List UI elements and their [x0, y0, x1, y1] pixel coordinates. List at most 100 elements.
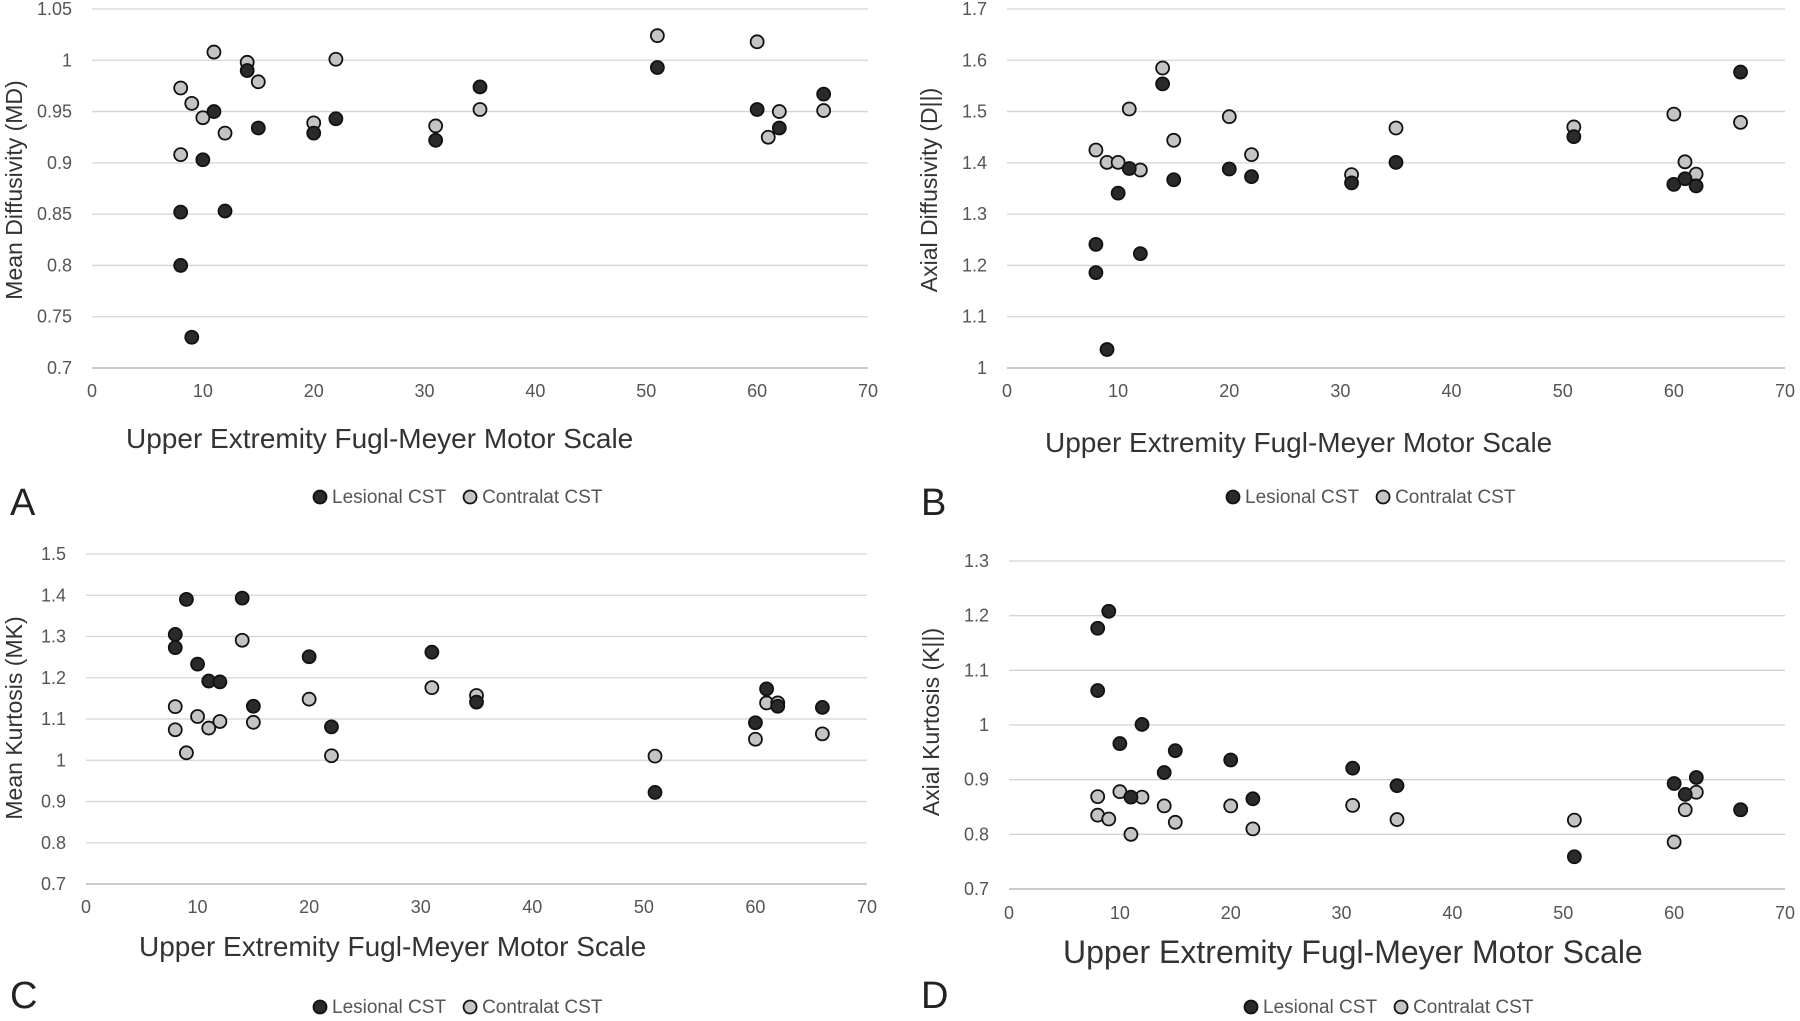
legend: Lesional CST Contralat CST	[1243, 997, 1534, 1018]
y-tick-label: 1.6	[962, 50, 987, 70]
chart-panel-a: 0.7 0.75 0.8 0.85 0.9 0.95 1 1.05 0 10 20 30 40 50 60 7…	[1, 0, 878, 524]
x-tick-label: 20	[299, 897, 319, 917]
contralat-cst-point	[1101, 811, 1117, 827]
lesional-cst-point	[206, 104, 222, 119]
legend-label: Contralat CST	[1395, 487, 1516, 508]
contralat-cst-point	[748, 731, 763, 747]
y-tick-label: 0.8	[964, 824, 989, 844]
x-tick-label: 30	[411, 897, 431, 917]
legend-marker-lesional	[1243, 999, 1259, 1015]
x-axis-label: Upper Extremity Fugl-Meyer Motor Scale	[1063, 934, 1643, 970]
y-tick-label: 1.2	[964, 606, 989, 626]
lesional-cst-point	[1733, 64, 1748, 80]
contralat-cst-point	[328, 51, 344, 67]
y-tick-label: 0.95	[37, 102, 72, 122]
contralat-cst-point	[1666, 834, 1682, 850]
lesional-cst-point	[749, 102, 765, 117]
legend: Lesional CST Contralat CST	[1225, 487, 1516, 508]
y-tick-label: 1.7	[962, 0, 987, 19]
lesional-cst-point	[1112, 736, 1128, 751]
lesional-cst-point	[239, 63, 255, 78]
contralat-cst-point	[1223, 798, 1239, 814]
x-tick-label: 60	[747, 381, 767, 401]
contralat-cst-point	[1666, 106, 1682, 122]
lesional-cst-point	[1099, 342, 1115, 357]
contralat-cst-point	[1221, 109, 1237, 125]
lesional-cst-point	[647, 785, 663, 800]
legend-marker-contralat	[1393, 999, 1409, 1015]
y-tick-label: 1.2	[962, 255, 987, 275]
y-tick-label: 1.5	[962, 102, 987, 122]
panel-letter: D	[921, 975, 948, 1017]
lesional-cst-point	[212, 674, 228, 690]
x-tick-label: 60	[745, 897, 765, 917]
contralat-cst-point	[206, 44, 222, 60]
lesional-cst-point	[328, 111, 344, 127]
x-tick-label: 10	[1110, 903, 1130, 923]
x-tick-label: 40	[1442, 903, 1462, 923]
lesional-cst-point	[1101, 603, 1117, 619]
lesional-cst-point	[167, 640, 183, 656]
contralat-cst-point	[749, 34, 765, 50]
lesional-cst-point	[195, 152, 211, 168]
x-tick-label: 10	[188, 897, 208, 917]
lesional-cst-point	[1088, 265, 1104, 281]
y-tick-label: 1	[56, 750, 66, 770]
contralat-cst-point	[217, 125, 233, 141]
contralat-cst-point	[1110, 154, 1126, 170]
x-tick-label: 10	[1108, 381, 1128, 401]
legend-label: Contralat CST	[482, 487, 603, 508]
lesional-cst-point	[1566, 849, 1582, 865]
x-tick-label: 30	[1330, 381, 1350, 401]
contralat-cst-point	[1088, 142, 1104, 158]
y-tick-label: 0.75	[37, 307, 72, 327]
x-tick-label: 0	[81, 897, 91, 917]
lesional-cst-point	[1134, 717, 1150, 732]
x-tick-label: 50	[636, 381, 656, 401]
lesional-cst-point	[1389, 778, 1405, 794]
contralat-cst-point	[647, 748, 663, 764]
contralat-cst-point	[167, 722, 183, 738]
lesional-cst-point	[1088, 237, 1104, 252]
lesional-cst-point	[1666, 776, 1682, 791]
x-tick-label: 40	[1442, 381, 1462, 401]
x-tick-label: 70	[1775, 381, 1795, 401]
lesional-cst-point	[184, 329, 200, 345]
x-tick-label: 50	[634, 897, 654, 917]
legend-marker-lesional	[312, 999, 328, 1015]
y-axis-label: Axial Diffusivity (D||)	[916, 88, 942, 293]
chart-panel-c: 0.7 0.8 0.9 1 1.1 1.2 1.3 1.4 1.5 0 10 20 30 40 50 60 70…	[1, 544, 877, 1018]
x-tick-label: 50	[1553, 381, 1573, 401]
contralat-cst-point	[234, 632, 250, 648]
contralat-cst-point	[250, 74, 266, 90]
y-tick-label: 0.7	[47, 358, 72, 378]
contralat-cst-point	[1677, 802, 1693, 818]
lesional-cst-point	[179, 591, 194, 607]
y-axis-label: Axial Kurtosis (K||)	[918, 628, 944, 816]
lesional-cst-point	[324, 719, 339, 735]
legend-label: Contralat CST	[1413, 997, 1534, 1018]
x-tick-label: 20	[1221, 903, 1241, 923]
x-axis-label: Upper Extremity Fugl-Meyer Motor Scale	[1045, 427, 1552, 458]
legend-label: Lesional CST	[332, 997, 446, 1018]
lesional-cst-point	[1123, 789, 1139, 805]
legend-label: Contralat CST	[482, 997, 603, 1018]
y-tick-label: 0.9	[47, 153, 72, 173]
contralat-cst-point	[173, 80, 189, 96]
x-tick-label: 0	[1002, 381, 1012, 401]
x-tick-label: 60	[1664, 903, 1684, 923]
panel-letter: B	[921, 482, 946, 524]
legend-label: Lesional CST	[1263, 997, 1377, 1018]
lesional-cst-point	[1245, 791, 1261, 807]
legend-marker-contralat	[462, 489, 478, 505]
y-tick-label: 1.3	[964, 551, 989, 571]
lesional-cst-point	[814, 700, 830, 715]
x-tick-label: 0	[87, 381, 97, 401]
lesional-cst-point	[1221, 161, 1237, 177]
lesional-cst-point	[759, 681, 774, 697]
lesional-cst-point	[1090, 683, 1106, 698]
lesional-cst-point	[1223, 752, 1239, 768]
legend: Lesional CST Contralat CST	[312, 997, 603, 1018]
lesional-cst-point	[217, 203, 233, 219]
y-tick-label: 0.8	[41, 833, 66, 853]
